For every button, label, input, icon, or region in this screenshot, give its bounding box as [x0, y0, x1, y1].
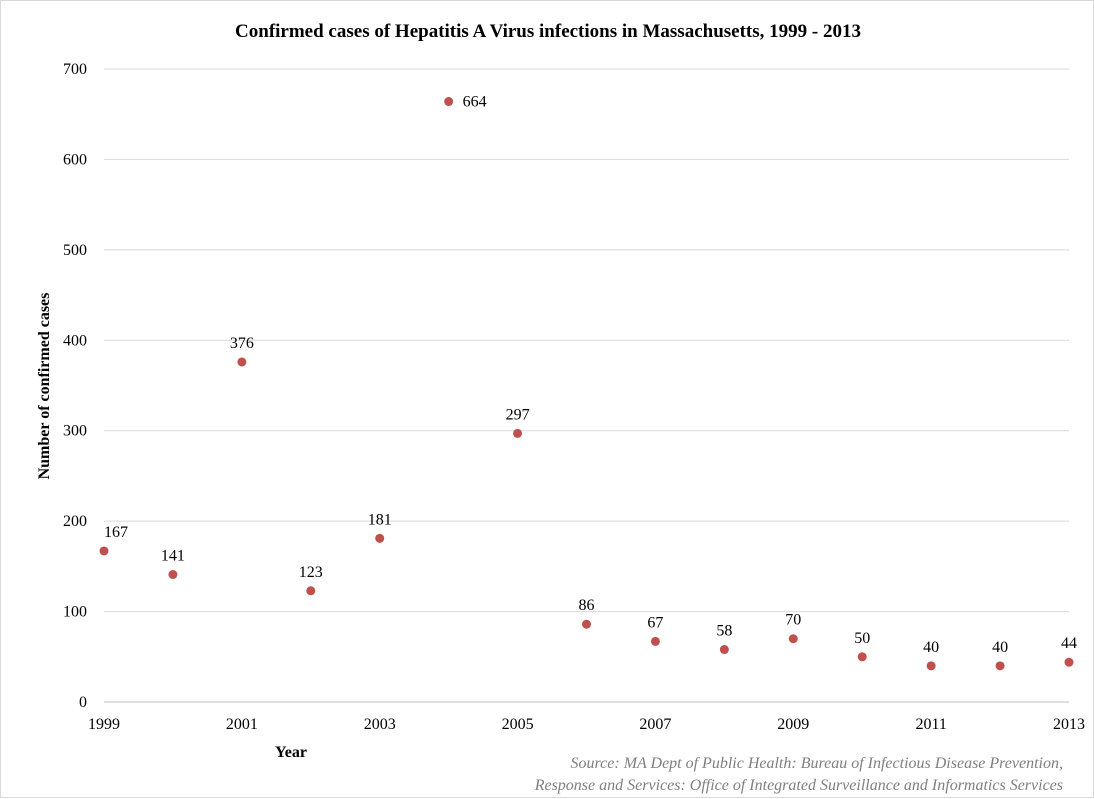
y-tick-label: 100: [63, 604, 87, 621]
x-tick-label: 2011: [915, 716, 946, 733]
data-point: [237, 357, 247, 367]
data-point: [650, 636, 660, 646]
data-point: [375, 533, 385, 543]
data-point: [99, 546, 109, 556]
data-label: 123: [299, 564, 323, 581]
y-tick-label: 200: [63, 513, 87, 530]
data-point: [582, 619, 591, 629]
data-label: 376: [230, 335, 254, 352]
source-note: Source: MA Dept of Public Health: Bureau…: [535, 753, 1063, 797]
x-tick-label: 2009: [777, 716, 809, 733]
data-point: [926, 661, 936, 671]
data-label: 181: [368, 511, 392, 528]
data-point: [719, 645, 729, 655]
x-tick-label: 2013: [1053, 716, 1085, 733]
y-tick-label: 0: [79, 694, 87, 711]
y-tick-label: 700: [63, 61, 87, 78]
data-label: 70: [785, 612, 801, 629]
x-tick-label: 2005: [502, 716, 534, 733]
data-point: [513, 428, 523, 438]
x-tick-label: 2007: [639, 716, 671, 733]
data-label: 67: [647, 614, 663, 631]
data-label: 58: [716, 623, 732, 640]
data-label: 167: [104, 524, 128, 541]
x-tick-label: 2001: [226, 716, 258, 733]
source-line-1: Source: MA Dept of Public Health: Bureau…: [570, 755, 1063, 772]
y-tick-label: 500: [63, 242, 87, 259]
source-line-2: Response and Services: Office of Integra…: [534, 777, 1063, 794]
data-label: 40: [992, 639, 1008, 656]
data-label: 141: [161, 547, 185, 564]
data-point: [1064, 657, 1074, 667]
data-point: [995, 661, 1005, 671]
data-point: [788, 634, 798, 644]
data-point: [168, 569, 178, 579]
data-point: [306, 586, 316, 596]
chart-title: Confirmed cases of Hepatitis A Virus inf…: [235, 21, 861, 42]
data-label: 40: [923, 639, 939, 656]
x-tick-label: 2003: [364, 716, 396, 733]
data-point: [857, 652, 867, 662]
data-label: 297: [506, 406, 530, 423]
data-label: 664: [463, 94, 487, 111]
x-axis-label: Year: [275, 744, 307, 761]
x-tick-label: 1999: [88, 716, 120, 733]
data-label: 86: [579, 597, 595, 614]
data-point: [444, 97, 454, 107]
y-tick-label: 400: [63, 332, 87, 349]
data-label: 44: [1061, 635, 1077, 652]
data-label: 50: [854, 630, 870, 647]
y-axis-label: Number of confirmed cases: [36, 292, 53, 480]
y-tick-label: 600: [63, 151, 87, 168]
y-tick-label: 300: [63, 423, 87, 440]
